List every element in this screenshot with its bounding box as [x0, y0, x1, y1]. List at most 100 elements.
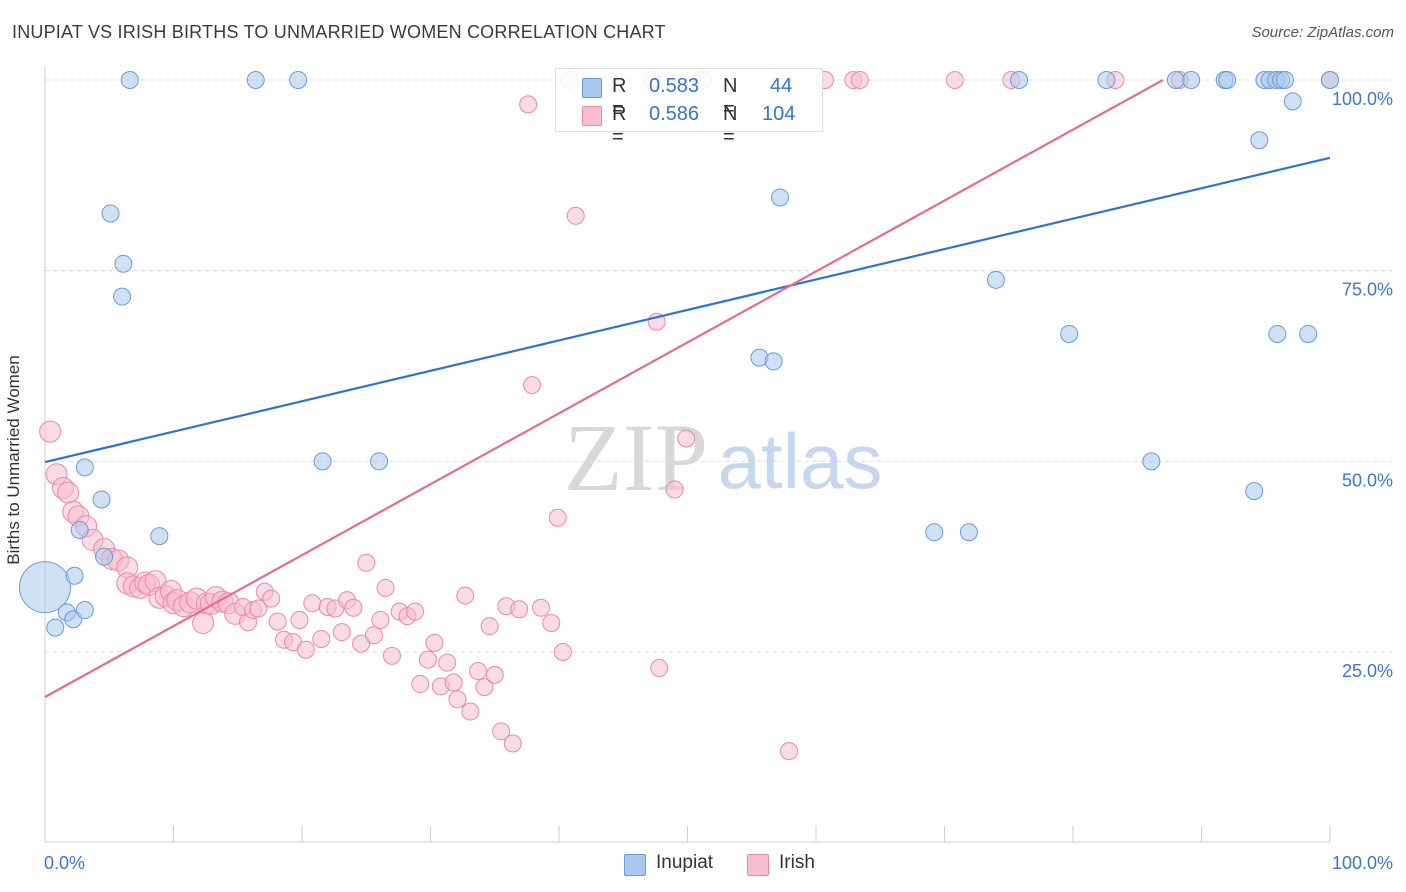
irish-point [677, 429, 696, 448]
inupiat-point [101, 204, 120, 223]
irish-point [650, 659, 669, 678]
data-points [19, 71, 1339, 761]
legend-label: Irish [779, 852, 815, 873]
irish-point [406, 602, 425, 621]
irish-point [296, 640, 315, 659]
irish-point [249, 599, 268, 618]
inupiat-point [65, 566, 84, 585]
x-tick-label: 0.0% [44, 853, 85, 873]
watermark-atlas: atlas [718, 417, 883, 505]
inupiat-point [75, 601, 94, 620]
inupiat-point [70, 520, 89, 539]
irish-point [344, 598, 363, 617]
irish-point [542, 614, 561, 633]
irish-point [57, 481, 80, 504]
tick-labels: 25.0% 50.0% 75.0% 100.0% 0.0% 100.0% [44, 89, 1393, 873]
irish-point [553, 643, 572, 661]
inupiat-point [1166, 71, 1185, 89]
r-value: 0.583 [649, 75, 700, 97]
irish-point [485, 665, 504, 684]
inupiat-point [1218, 71, 1237, 89]
inupiat-point [150, 527, 169, 546]
inupiat-point [313, 452, 332, 471]
irish-point [411, 675, 430, 694]
irish-point [665, 480, 684, 499]
inupiat-point [120, 71, 139, 89]
irish-point [425, 633, 444, 652]
irish-point [448, 690, 467, 709]
inupiat-point [46, 618, 65, 637]
source-label: Source: ZipAtlas.com [1251, 24, 1394, 41]
inupiat-point [925, 523, 944, 542]
inupiat-point [1268, 324, 1287, 343]
irish-point [382, 646, 401, 665]
inupiat-point [1283, 92, 1302, 111]
irish-point [480, 617, 499, 636]
n-value: 104 [762, 103, 796, 125]
trend-lines [44, 79, 1331, 698]
stats-legend: R = 0.583 N = 44 R = 0.586 N = 104 [555, 68, 823, 148]
irish-point [461, 702, 480, 721]
axes [44, 66, 1331, 843]
irish-trend-line [44, 79, 1164, 698]
irish-point [456, 586, 475, 605]
y-tick-label: 75.0% [1342, 280, 1393, 300]
irish-point [548, 508, 567, 527]
inupiat-point [113, 287, 132, 306]
inupiat-point [370, 452, 389, 471]
irish-point [519, 95, 538, 114]
legend-swatch-irish [582, 106, 602, 126]
inupiat-point [1010, 71, 1029, 89]
irish-point [532, 598, 551, 617]
inupiat-point [764, 352, 783, 371]
inupiat-point [1097, 71, 1116, 89]
r-label: R = [612, 75, 627, 120]
x-tick-label: 100.0% [1332, 853, 1393, 873]
inupiat-point [1321, 71, 1339, 89]
inupiat-point [771, 188, 790, 207]
chart-title: INUPIAT VS IRISH BIRTHS TO UNMARRIED WOM… [12, 22, 666, 42]
irish-point [503, 734, 522, 753]
irish-point [192, 612, 215, 635]
irish-point [780, 742, 799, 761]
legend-swatch-irish [747, 854, 769, 876]
inupiat-point [19, 561, 71, 614]
irish-point [469, 662, 488, 681]
irish-point [523, 376, 542, 395]
irish-point [303, 594, 322, 613]
inupiat-point [1060, 324, 1079, 343]
y-tick-label: 100.0% [1332, 89, 1393, 109]
irish-point [418, 650, 437, 669]
irish-point [376, 578, 395, 597]
irish-point [290, 610, 309, 629]
irish-point [352, 634, 371, 653]
irish-point [357, 553, 376, 572]
watermark-zip: ZIP [564, 404, 708, 511]
n-label: N = [723, 103, 738, 148]
inupiat-point [1250, 131, 1269, 150]
irish-point [475, 678, 494, 697]
irish-point [332, 623, 351, 642]
irish-point [566, 206, 585, 225]
irish-point [371, 610, 390, 629]
irish-point [850, 71, 869, 89]
inupiat-point [1182, 71, 1201, 89]
legend-swatch-inupiat [582, 78, 602, 98]
irish-point [444, 673, 463, 692]
irish-point [438, 653, 457, 672]
r-value: 0.586 [649, 103, 700, 125]
n-label: N = [723, 75, 738, 120]
inupiat-point [1245, 482, 1264, 501]
inupiat-point [1299, 324, 1318, 343]
inupiat-trend-line [44, 156, 1331, 464]
n-value: 44 [770, 75, 793, 97]
inupiat-point [92, 490, 111, 509]
inupiat-point [1276, 71, 1295, 89]
y-tick-label: 50.0% [1342, 470, 1393, 490]
gridlines [45, 79, 1392, 653]
inupiat-point [75, 458, 94, 477]
irish-point [510, 600, 529, 619]
irish-point [945, 71, 964, 89]
irish-point [262, 589, 281, 608]
legend-label: Inupiat [656, 852, 714, 873]
